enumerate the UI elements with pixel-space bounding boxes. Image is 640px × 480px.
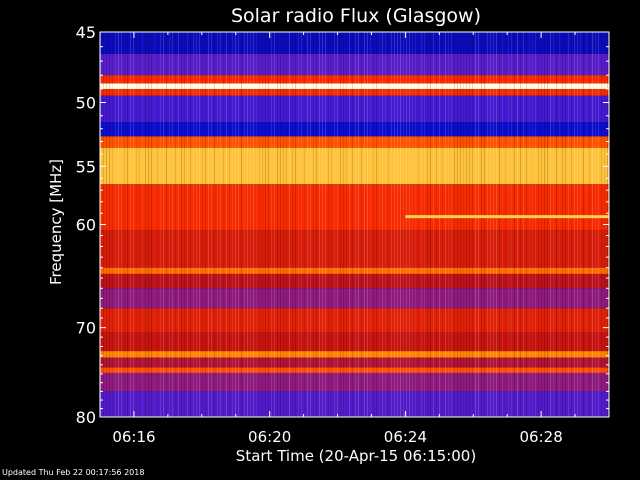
freq-band-20 xyxy=(100,391,609,417)
freq-band-2 xyxy=(100,75,609,84)
freq-band-12 xyxy=(100,273,609,289)
freq-band-3 xyxy=(100,83,609,89)
burst-event-0 xyxy=(405,215,609,219)
noise-texture xyxy=(100,32,608,417)
y-tick-label: 55 xyxy=(76,157,96,176)
y-tick-label: 60 xyxy=(76,216,96,235)
freq-band-18 xyxy=(100,367,609,373)
axis-ticks xyxy=(99,31,610,418)
freq-band-17 xyxy=(100,357,609,368)
y-tick-labels: 45 50 55 60 70 80 xyxy=(76,23,96,427)
x-axis-label: Start Time (20-Apr-15 06:15:00) xyxy=(236,447,476,465)
x-tick-label: 06:24 xyxy=(384,428,427,446)
freq-band-5 xyxy=(100,95,609,123)
freq-band-9 xyxy=(100,184,609,231)
freq-band-0 xyxy=(100,32,609,54)
freq-band-16 xyxy=(100,351,609,358)
freq-band-13 xyxy=(100,288,609,309)
freq-band-7 xyxy=(100,136,609,148)
freq-band-19 xyxy=(100,372,609,392)
y-tick-label: 70 xyxy=(76,319,96,338)
y-tick-label: 50 xyxy=(76,94,96,113)
freq-band-8 xyxy=(100,147,609,185)
freq-band-6 xyxy=(100,122,609,137)
spectrogram-plot-area xyxy=(100,32,609,417)
x-tick-label: 06:16 xyxy=(112,428,155,446)
y-axis-label: Frequency [MHz] xyxy=(47,159,65,285)
updated-timestamp: Updated Thu Feb 22 00:17:56 2018 xyxy=(2,468,145,477)
freq-band-10 xyxy=(100,230,609,268)
spectrogram-overlay xyxy=(405,215,609,219)
y-tick-label: 80 xyxy=(76,408,96,427)
freq-band-15 xyxy=(100,332,609,352)
freq-band-14 xyxy=(100,308,609,333)
x-tick-label: 06:28 xyxy=(520,428,563,446)
chart-title: Solar radio Flux (Glasgow) xyxy=(231,5,481,27)
freq-band-11 xyxy=(100,267,609,274)
x-tick-label: 06:20 xyxy=(248,428,291,446)
x-tick-labels: 06:16 06:20 06:24 06:28 xyxy=(112,428,562,446)
y-tick-label: 45 xyxy=(76,23,96,42)
freq-band-4 xyxy=(100,88,609,96)
freq-band-1 xyxy=(100,53,609,76)
